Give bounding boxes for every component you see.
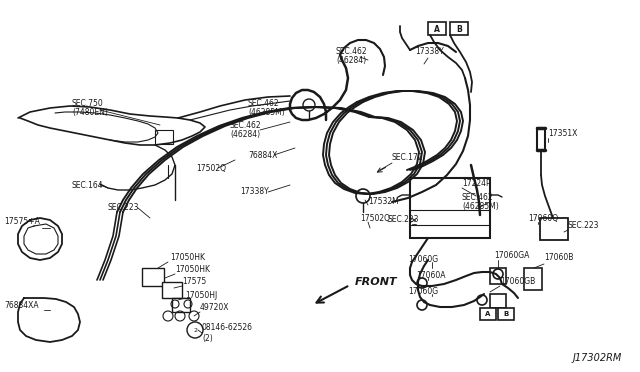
FancyBboxPatch shape xyxy=(155,130,173,144)
Text: 17050HK: 17050HK xyxy=(175,266,210,275)
FancyBboxPatch shape xyxy=(524,268,542,290)
Text: SEC.164: SEC.164 xyxy=(72,180,104,189)
Text: SEC.750: SEC.750 xyxy=(72,99,104,108)
Text: 17502Q: 17502Q xyxy=(360,214,390,222)
Text: 17060G: 17060G xyxy=(408,256,438,264)
Text: 08146-62526: 08146-62526 xyxy=(202,324,253,333)
Text: SEC.462: SEC.462 xyxy=(336,48,367,57)
FancyBboxPatch shape xyxy=(498,308,514,320)
Text: 76884X: 76884X xyxy=(248,151,277,160)
Text: SEC.462: SEC.462 xyxy=(230,122,262,131)
FancyBboxPatch shape xyxy=(172,298,190,312)
Text: 17338Y: 17338Y xyxy=(240,187,269,196)
FancyBboxPatch shape xyxy=(428,22,446,35)
Text: 49720X: 49720X xyxy=(200,304,230,312)
Text: SEC.462: SEC.462 xyxy=(462,193,493,202)
Text: 17532M: 17532M xyxy=(368,198,399,206)
Text: 17575: 17575 xyxy=(182,278,206,286)
Text: 2: 2 xyxy=(193,327,197,333)
FancyBboxPatch shape xyxy=(410,178,490,238)
Text: A: A xyxy=(434,25,440,33)
FancyBboxPatch shape xyxy=(540,218,568,240)
FancyBboxPatch shape xyxy=(450,22,468,35)
Text: (46284): (46284) xyxy=(230,131,260,140)
Text: 17060Q: 17060Q xyxy=(528,214,558,222)
Text: 17502Q: 17502Q xyxy=(196,164,226,173)
Text: 17351X: 17351X xyxy=(548,129,577,138)
Text: 17224P: 17224P xyxy=(462,180,491,189)
Text: 17060GA: 17060GA xyxy=(494,250,529,260)
Text: SEC.172: SEC.172 xyxy=(392,154,424,163)
FancyBboxPatch shape xyxy=(162,282,182,298)
Text: SEC.223: SEC.223 xyxy=(568,221,600,231)
Text: 17060A: 17060A xyxy=(416,272,445,280)
Text: B: B xyxy=(504,311,509,317)
Text: SEC.223: SEC.223 xyxy=(108,203,140,212)
Text: A: A xyxy=(485,311,491,317)
FancyBboxPatch shape xyxy=(490,268,506,284)
Text: (46285M): (46285M) xyxy=(248,108,285,116)
Text: FRONT: FRONT xyxy=(355,277,397,287)
Text: SEC.462: SEC.462 xyxy=(248,99,280,108)
Text: 17060G: 17060G xyxy=(408,288,438,296)
FancyBboxPatch shape xyxy=(490,294,506,308)
Text: B: B xyxy=(456,25,462,33)
Text: (46285M): (46285M) xyxy=(462,202,499,212)
Text: 17050HK: 17050HK xyxy=(170,253,205,263)
Text: 17050HJ: 17050HJ xyxy=(185,291,217,299)
Text: (7480EN): (7480EN) xyxy=(72,108,108,116)
FancyBboxPatch shape xyxy=(480,308,496,320)
Text: (2): (2) xyxy=(202,334,212,343)
Text: 76884XA: 76884XA xyxy=(4,301,38,311)
Text: 17338Y: 17338Y xyxy=(415,48,444,57)
Text: 17060B: 17060B xyxy=(544,253,573,263)
Text: SEC.223: SEC.223 xyxy=(388,215,419,224)
Text: 17575+A: 17575+A xyxy=(4,218,40,227)
Text: J17302RM: J17302RM xyxy=(573,353,622,363)
FancyBboxPatch shape xyxy=(537,128,545,150)
FancyBboxPatch shape xyxy=(142,268,164,286)
Text: 17060GB: 17060GB xyxy=(500,278,535,286)
Text: (46284): (46284) xyxy=(336,57,366,65)
